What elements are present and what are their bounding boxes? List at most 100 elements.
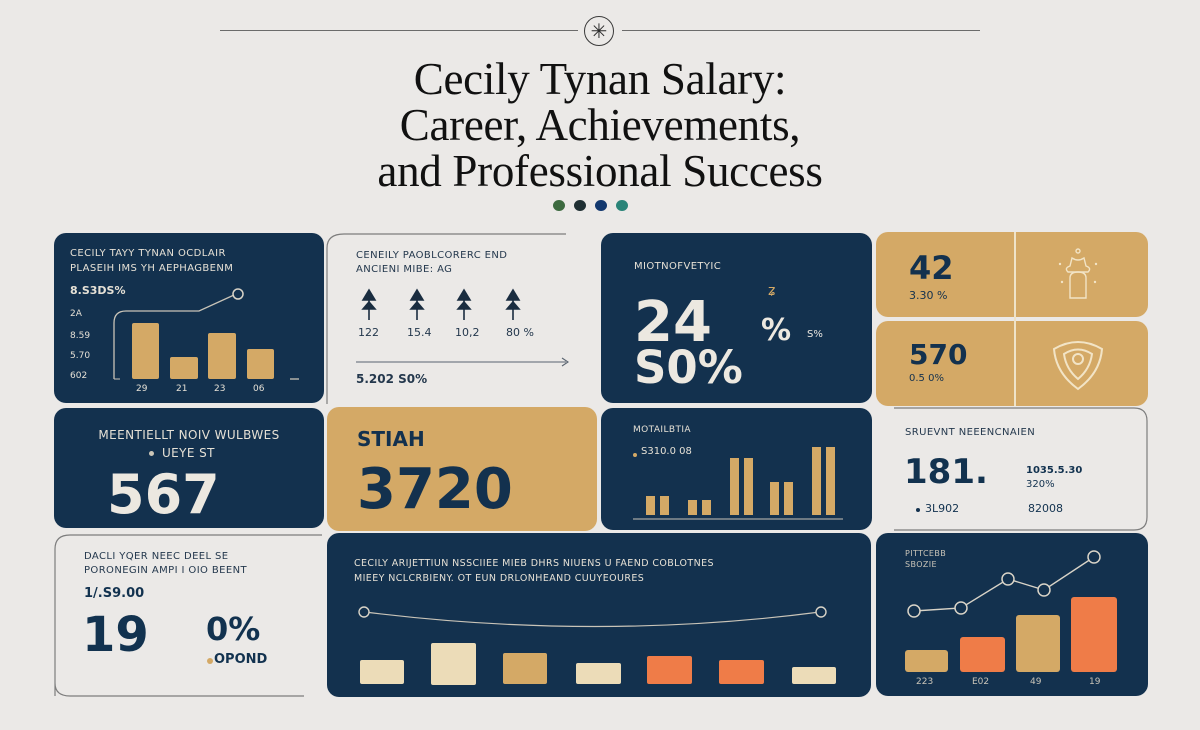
bullet-dot [207, 658, 213, 664]
x-tick: E02 [972, 677, 990, 687]
wide-bar-chart [358, 606, 836, 685]
stat-value-secondary: S0% [634, 341, 743, 394]
growth-arrows-card: CENEILY PAOBLCORERC END ANCIENI MIBE: AG… [326, 232, 596, 404]
arrow-up-icon [505, 288, 521, 320]
stat-value: 24 [634, 290, 712, 355]
title-line-1: Cecily Tynan Salary: [413, 54, 787, 104]
card-label: ANCIENI MIBE: AG [356, 264, 453, 275]
dot-charcoal [574, 200, 586, 211]
arrow-value: 10,2 [455, 326, 480, 339]
card-label: MEENTIELLT NOIV WULBWES [98, 428, 280, 442]
x-tick: 06 [253, 384, 265, 394]
percent-stat-card: MIOTNOFVETYIC ʑ 24 % S% S0% [601, 233, 872, 403]
bullet-dot [149, 451, 154, 456]
arrow-value: 80 % [506, 326, 534, 339]
arrow-up-icon [456, 288, 472, 320]
stat-percent: 0% [206, 610, 261, 648]
x-tick: 29 [136, 384, 148, 394]
card-label: PITTCEBB [905, 549, 947, 558]
dot-teal [616, 200, 628, 211]
summary-stat-card: SRUEVNT NEEENCNAIEN 181. 1035.5.30 320% … [874, 407, 1148, 531]
bullet-text: S310.0 08 [641, 446, 692, 457]
x-tick: 49 [1030, 677, 1042, 687]
color-dots [553, 200, 628, 211]
card-label: SRUEVNT NEEENCNAIEN [905, 427, 1036, 438]
bullet-dot [916, 508, 920, 512]
arrow-up-icons [356, 288, 569, 367]
x-tick: 21 [176, 384, 188, 394]
y-tick: 2A [70, 309, 82, 319]
gold-grid-divider [1014, 232, 1016, 406]
salary-bar-chart [113, 288, 299, 380]
stat-value: 567 [107, 463, 220, 526]
stat-value-small: 1/.S9.00 [84, 586, 145, 601]
bullet-dot [633, 453, 637, 457]
title-line-2: Career, Achievements, [399, 100, 801, 150]
gold-stats-grid: 42 3.30 % 570 0.5 0% [876, 232, 1148, 406]
footer-value: 5.202 S0% [356, 372, 428, 386]
shield-icon [1052, 341, 1104, 391]
header-rule-left [220, 30, 578, 31]
stat-value: 42 [909, 249, 954, 287]
side-value: 320% [1026, 479, 1055, 490]
stat-sub: 3.30 % [909, 289, 948, 302]
arrow-value: 122 [358, 326, 379, 339]
trophy-icon [1058, 248, 1098, 299]
card-label: CENEILY PAOBLCORERC END [356, 250, 508, 261]
arrow-value: 15.4 [407, 326, 432, 339]
y-tick: 8.59 [70, 331, 91, 341]
accent-glyph-icon: ʑ [768, 283, 776, 299]
card-label: STIAH [357, 427, 425, 451]
stat-percent: % [761, 313, 792, 348]
x-tick: 19 [1089, 677, 1101, 687]
bullet-text: UEYE ST [162, 446, 215, 460]
card-label: MIOTNOFVETYIC [634, 261, 722, 272]
page-title: Cecily Tynan Salary: Career, Achievement… [0, 56, 1200, 194]
bullet-text: OPOND [214, 652, 268, 667]
gold-stat-bottom: 570 0.5 0% [876, 321, 1148, 406]
stat-sub: 0.5 0% [909, 373, 944, 384]
card-label: PORONEGIN AMPI I OIO BEENT [84, 565, 247, 576]
stat-suffix: S% [807, 329, 823, 340]
y-tick: 602 [70, 371, 88, 381]
stat-value: 19 [82, 607, 149, 663]
percent-light-card: DACLI YQER NEEC DEEL SE PORONEGIN AMPI I… [54, 533, 324, 698]
y-tick: 5.70 [70, 351, 91, 361]
dot-green [553, 200, 565, 211]
gold-stat-top: 42 3.30 % [876, 232, 1148, 317]
wide-chart-card: CECILY ARIJETTIUN NSSCIIEE MIEB DHRS NIU… [327, 533, 871, 697]
salary-chart-card: CECILY TAYY TYNAN OCDLAIR PLASEIH IMS YH… [54, 233, 324, 403]
arrow-up-icon [361, 288, 377, 320]
card-outline [54, 534, 322, 697]
paired-bars-card: MOTAILBTIA S310.0 08 [601, 408, 872, 530]
stat-value: 570 [909, 338, 968, 371]
x-tick: 223 [916, 677, 934, 687]
card-label: MOTAILBTIA [633, 425, 691, 435]
card-label: MIEEY NCLCRBIENY. OT EUN DRLONHEAND CUUY… [354, 573, 645, 584]
card-label: CECILY ARIJETTIUN NSSCIIEE MIEB DHRS NIU… [354, 558, 714, 569]
asterisk-emblem-icon: ✳ [584, 16, 614, 46]
paired-bar-chart [633, 447, 843, 520]
x-tick: 23 [214, 384, 226, 394]
card-label: PLASEIH IMS YH AEPHAGBENM [70, 263, 234, 274]
stat-value: 3720 [357, 457, 513, 522]
stat-value: 181. [904, 452, 988, 492]
footer-value: 82008 [1028, 502, 1063, 515]
stiah-card: STIAH 3720 [327, 407, 597, 531]
card-outline [326, 233, 566, 404]
trend-bar-line-chart [905, 550, 1117, 672]
card-value: 8.S3DS% [70, 284, 126, 297]
card-outline [894, 407, 1148, 531]
title-line-3: and Professional Success [377, 146, 823, 196]
side-value: 1035.5.30 [1026, 465, 1083, 476]
gold-grid-divider [1014, 321, 1016, 406]
card-label: SBOZIE [905, 560, 938, 569]
bullet-text: 3L902 [925, 502, 960, 515]
trend-chart-card: PITTCEBB SBOZIE 223 E02 49 19 [876, 533, 1148, 696]
card-label: CECILY TAYY TYNAN OCDLAIR [70, 248, 226, 259]
monthly-views-card: MEENTIELLT NOIV WULBWES UEYE ST 567 [54, 408, 324, 528]
dot-blue [595, 200, 607, 211]
card-label: DACLI YQER NEEC DEEL SE [84, 551, 229, 562]
header-rule-right [622, 30, 980, 31]
arrow-up-icon [409, 288, 425, 320]
